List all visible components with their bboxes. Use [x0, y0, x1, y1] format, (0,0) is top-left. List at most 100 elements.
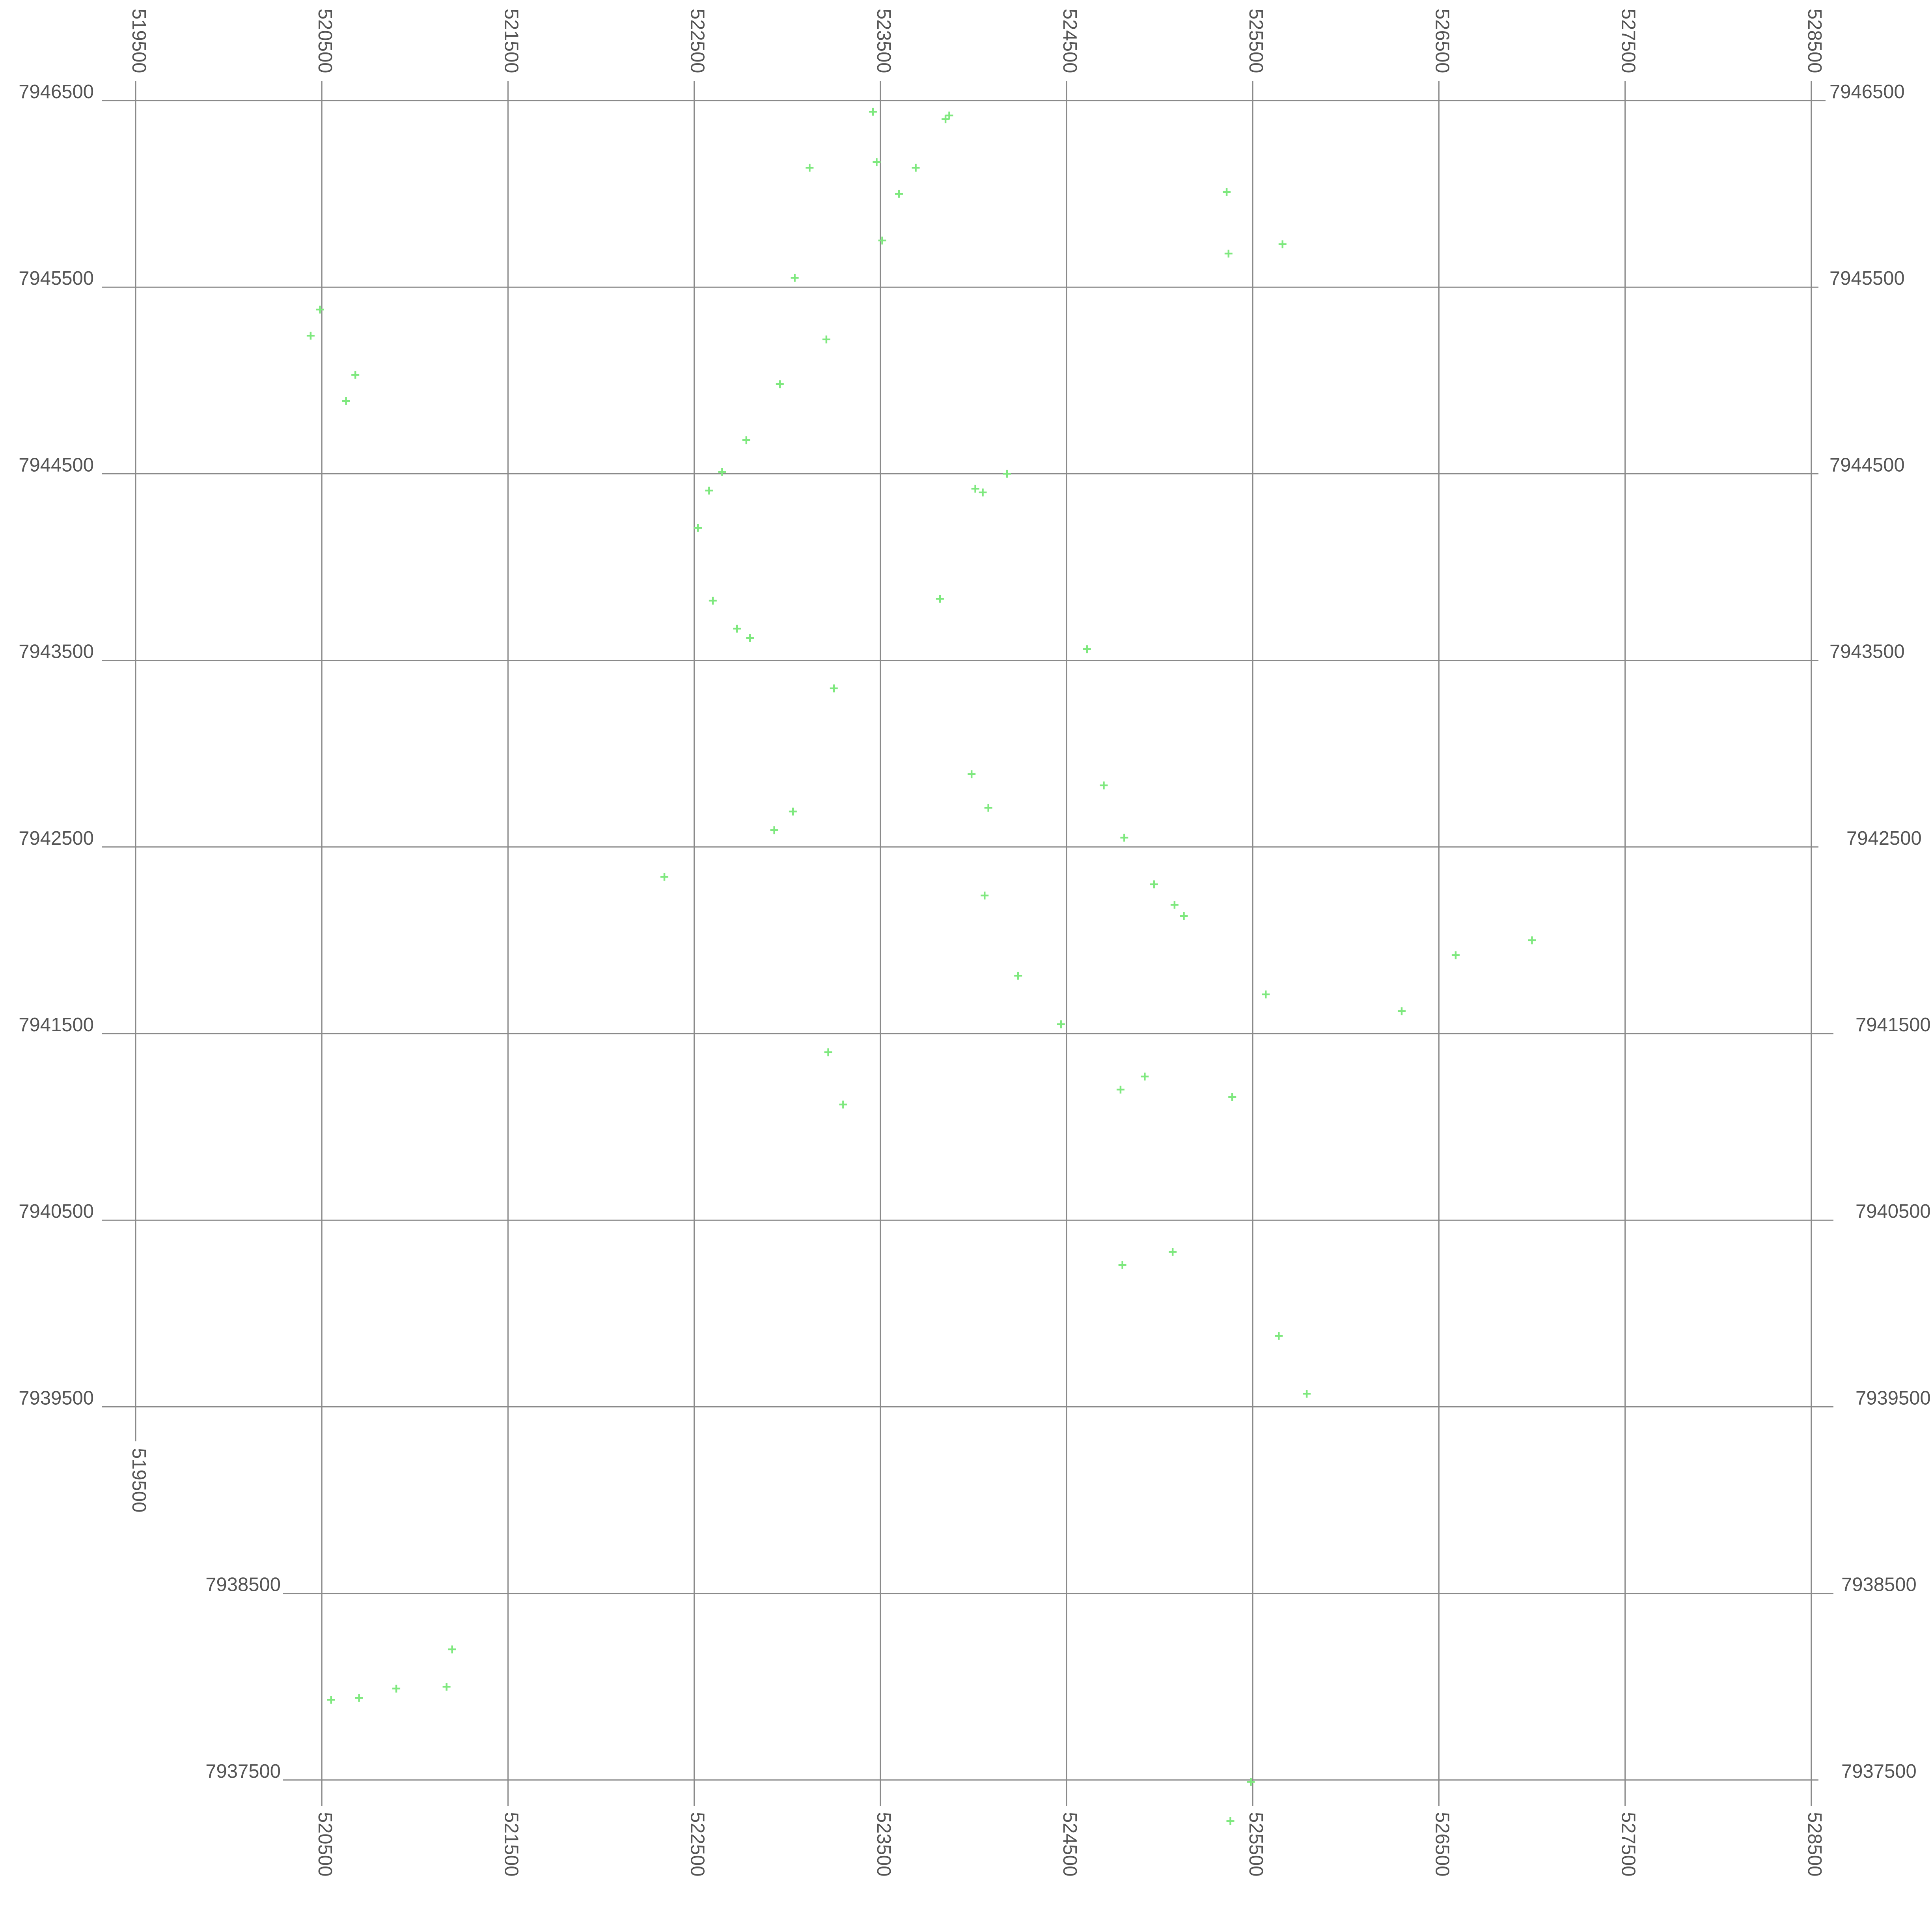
data-point: [776, 380, 784, 388]
data-point: [342, 397, 350, 405]
data-point: [1057, 1020, 1065, 1028]
right-y-tick-label: 7946500: [1829, 81, 1905, 103]
bottom-x-tick-label: 522500: [687, 1812, 708, 1877]
data-point: [660, 873, 669, 881]
data-point: [442, 1683, 451, 1691]
top-x-tick-label: 522500: [687, 9, 708, 73]
data-point: [1397, 1007, 1406, 1015]
data-point: [733, 625, 741, 633]
data-point: [718, 468, 726, 476]
data-point: [824, 1048, 832, 1056]
data-point: [839, 1100, 847, 1109]
bottom-x-tick-label: 521500: [500, 1812, 522, 1877]
data-points: [306, 108, 1536, 1825]
data-point: [936, 595, 944, 603]
data-point: [791, 274, 799, 282]
data-point: [742, 436, 750, 444]
right-y-tick-label: 7942500: [1846, 828, 1922, 849]
data-point: [869, 108, 877, 116]
data-point: [942, 115, 950, 123]
right-y-tick-label: 7941500: [1856, 1014, 1931, 1036]
data-point: [1116, 1085, 1125, 1094]
data-point: [1275, 1332, 1283, 1340]
data-point: [968, 770, 976, 778]
data-point: [1247, 1778, 1255, 1786]
data-point: [789, 807, 797, 816]
left-y-tick-label: 7945500: [19, 268, 94, 289]
top-x-tick-label: 519500: [128, 9, 149, 73]
data-point: [1226, 1817, 1235, 1825]
left-y-tick-label: 7938500: [205, 1574, 281, 1596]
left-y-tick-label: 7944500: [19, 454, 94, 476]
data-point: [1118, 1261, 1126, 1269]
data-point: [705, 486, 713, 495]
top-x-tick-label: 524500: [1059, 9, 1080, 73]
top-x-tick-label: 527500: [1618, 9, 1639, 73]
data-point: [746, 634, 754, 642]
data-point: [448, 1645, 456, 1654]
top-x-tick-label: 526500: [1431, 9, 1453, 73]
data-point: [1451, 951, 1460, 959]
top-x-tick-label: 525500: [1245, 9, 1266, 73]
data-point: [709, 597, 717, 605]
grid-lines: [102, 81, 1833, 1806]
data-point: [351, 371, 360, 379]
data-point: [1014, 972, 1022, 980]
top-x-tick-label: 528500: [1804, 9, 1825, 73]
top-x-tick-label: 523500: [873, 9, 894, 73]
right-y-tick-label: 7940500: [1856, 1201, 1931, 1222]
left-y-tick-label: 7937500: [205, 1761, 281, 1782]
top-x-tick-label: 520500: [314, 9, 336, 73]
data-point: [1180, 912, 1188, 920]
data-point: [392, 1684, 401, 1693]
right-y-tick-label: 7939500: [1856, 1387, 1931, 1409]
data-point: [1170, 901, 1179, 909]
right-y-tick-label: 7944500: [1829, 454, 1905, 476]
data-point: [945, 111, 953, 119]
right-y-tick-label: 7937500: [1841, 1761, 1917, 1782]
bottom-x-tick-label: 519500: [128, 1448, 149, 1513]
left-y-tick-label: 7946500: [19, 81, 94, 103]
data-point: [1150, 880, 1158, 888]
data-point: [822, 335, 830, 343]
bottom-x-tick-label: 526500: [1431, 1812, 1453, 1877]
bottom-x-tick-label: 528500: [1804, 1812, 1825, 1877]
data-point: [981, 891, 989, 900]
data-point: [984, 804, 992, 812]
data-point: [873, 158, 881, 166]
data-point: [694, 524, 702, 532]
data-point: [979, 488, 987, 496]
data-point: [1228, 1093, 1236, 1101]
data-point: [306, 332, 315, 340]
data-point: [971, 485, 979, 493]
data-point: [878, 236, 886, 244]
data-point: [770, 826, 778, 834]
tick-labels: 519500 520500 521500 522500 523500 524500 5255…: [19, 9, 1931, 1877]
data-point: [1169, 1248, 1177, 1256]
data-point: [1100, 781, 1108, 789]
data-point: [830, 684, 838, 692]
top-x-tick-label: 521500: [500, 9, 522, 73]
data-point: [355, 1694, 363, 1702]
data-point: [1262, 990, 1270, 998]
bottom-x-tick-label: 523500: [873, 1812, 894, 1877]
data-point: [806, 164, 814, 172]
data-point: [316, 305, 324, 314]
data-point: [1141, 1072, 1149, 1081]
data-point: [895, 190, 903, 198]
bottom-x-tick-label: 524500: [1059, 1812, 1080, 1877]
data-point: [1083, 645, 1091, 653]
data-point: [1528, 936, 1536, 944]
right-y-tick-label: 7938500: [1841, 1574, 1917, 1596]
data-point: [327, 1696, 335, 1704]
data-point: [1303, 1390, 1311, 1398]
left-y-tick-label: 7940500: [19, 1201, 94, 1222]
bottom-x-tick-label: 520500: [314, 1812, 336, 1877]
left-y-tick-label: 7943500: [19, 641, 94, 663]
data-point: [1003, 470, 1011, 478]
bottom-x-tick-label: 527500: [1618, 1812, 1639, 1877]
data-point: [1120, 834, 1128, 842]
data-point: [912, 164, 920, 172]
bottom-x-tick-label: 525500: [1245, 1812, 1266, 1877]
